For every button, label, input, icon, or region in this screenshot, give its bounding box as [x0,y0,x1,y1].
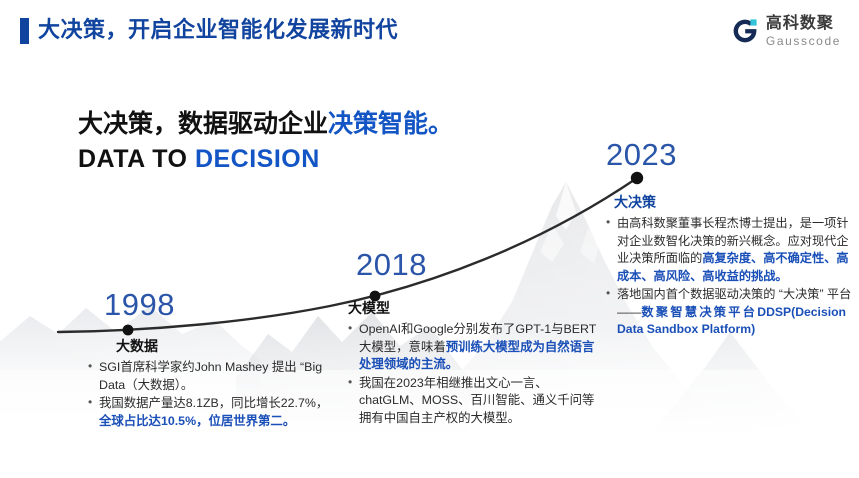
bullet-text: 我国在2023年相继推出文心一言、chatGLM、MOSS、百川智能、通义千问等… [359,375,595,425]
milestone-bullets-2018: OpenAI和Google分别发布了GPT-1与BERT大模型，意味着预训练大模… [348,320,600,428]
milestone-year-1998: 1998 [104,287,175,322]
milestone-title-1998: 大数据 [116,338,158,354]
milestone-2018: 2018 大模型 OpenAI和Google分别发布了GPT-1与BERT大模型… [348,248,600,428]
headline-cn-plain: 大决策，数据驱动企业 [78,110,329,138]
bullet-text: 我国数据产量达8.1ZB，同比增长22.7%， [99,396,329,410]
gausscode-g-logo-icon [731,17,759,45]
list-item: 由高科数聚董事长程杰博士提出，是一项针对企业数智化决策的新兴概念。应对现代企业决… [606,214,856,285]
milestone-year-2018: 2018 [356,247,427,282]
milestone-1998: 1998 大数据 SGI首席科学家约John Mashey 提出 “Big Da… [88,288,338,431]
bullet-text-highlight: 全球占比达10.5%，位居世界第二。 [99,413,296,428]
header-accent-bar [20,18,29,44]
list-item: 落地国内首个数据驱动决策的 “大决策” 平台——数聚智慧决策平台DDSP(Dec… [606,285,856,339]
headline-cn-highlight: 决策智能。 [328,110,454,138]
list-item: SGI首席科学家约John Mashey 提出 “Big Data（大数据）。 [88,358,338,394]
page-title: 大决策，开启企业智能化发展新时代 [38,17,399,42]
list-item: OpenAI和Google分别发布了GPT-1与BERT大模型，意味着预训练大模… [348,320,600,374]
milestone-bullets-1998: SGI首席科学家约John Mashey 提出 “Big Data（大数据）。 … [88,358,338,430]
headline-en-highlight: DECISION [194,145,320,173]
headline-block: 大决策，数据驱动企业决策智能。 DATA TO DECISION [78,108,453,175]
milestone-year-2023: 2023 [606,137,677,172]
bullet-text-highlight-spaced: 数聚智慧决策平台 [641,304,758,319]
list-item: 我国数据产量达8.1ZB，同比增长22.7%， 全球占比达10.5%，位居世界第二… [88,394,338,430]
milestone-title-2023: 大决策 [614,194,656,210]
milestone-bullets-2023: 由高科数聚董事长程杰博士提出，是一项针对企业数智化决策的新兴概念。应对现代企业决… [606,214,856,339]
logo-text-block: 高科数聚 Gausscode [765,14,841,48]
bullet-text: SGI首席科学家约John Mashey 提出 “Big Data（大数据）。 [99,360,323,392]
headline-en: DATA TO DECISION [78,143,453,175]
list-item: 我国在2023年相继推出文心一言、chatGLM、MOSS、百川智能、通义千问等… [348,374,600,428]
headline-cn: 大决策，数据驱动企业决策智能。 [78,108,453,141]
logo-name-en: Gausscode [765,33,841,48]
logo-name-cn: 高科数聚 [765,14,834,32]
milestone-title-2018: 大模型 [348,300,390,316]
slide-header: 大决策，开启企业智能化发展新时代 高科数聚 Gausscode [0,0,859,62]
milestone-2023: 2023 大决策 由高科数聚董事长程杰博士提出，是一项针对企业数智化决策的新兴概… [606,138,856,340]
company-logo: 高科数聚 Gausscode [731,11,841,51]
headline-en-plain: DATA TO [78,145,195,173]
